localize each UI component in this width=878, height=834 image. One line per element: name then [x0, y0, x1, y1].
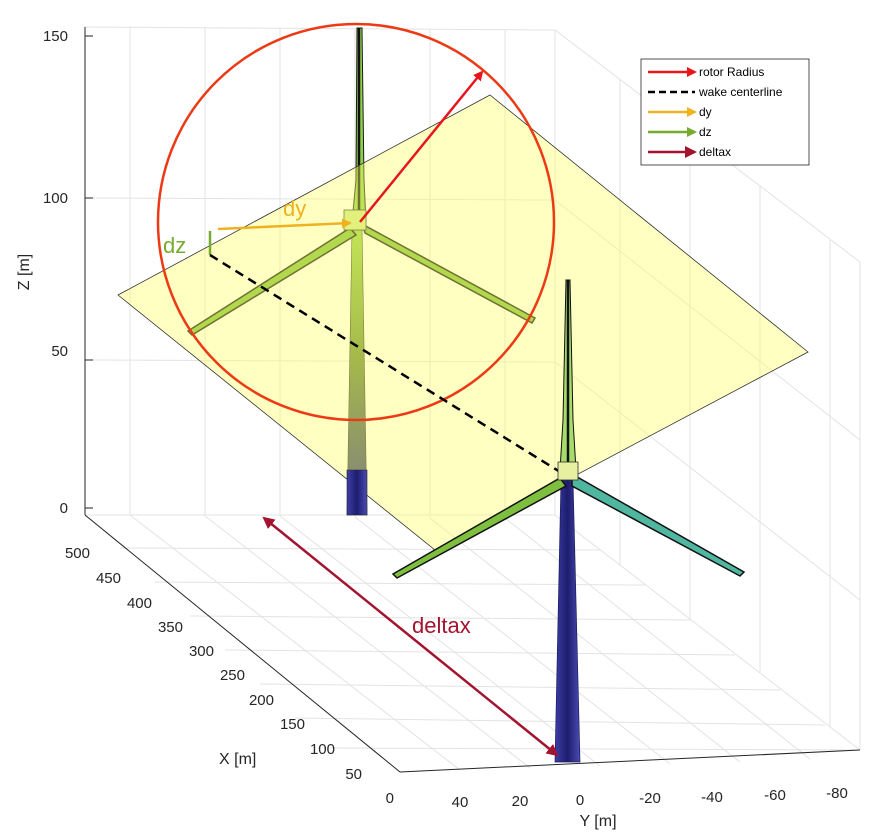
legend-entry-dz: dz: [648, 125, 712, 139]
x-axis-label: X [m]: [219, 751, 256, 768]
z-tick-label: 100: [43, 190, 68, 207]
downstream-blade-right: [571, 472, 746, 577]
rotor-radius-arrow: [359, 70, 484, 223]
z-axis-ticks: 150 100 50 0: [43, 28, 93, 517]
x-tick-label: 450: [96, 570, 121, 587]
z-tick-label: 0: [60, 500, 68, 517]
x-tick-label: 400: [127, 595, 152, 612]
x-tick-label: 350: [158, 619, 183, 636]
x-tick-label: 200: [249, 692, 274, 709]
x-tick-label: 0: [386, 790, 394, 807]
legend-label: rotor Radius: [699, 65, 764, 79]
deltax-arrow: [262, 516, 559, 757]
legend-entry-wake-centerline: wake centerline: [648, 85, 783, 99]
x-tick-label: 50: [345, 766, 362, 783]
dz-label: dz: [163, 233, 186, 258]
wake-plane: [117, 94, 809, 551]
wake-centerline: [209, 253, 566, 477]
legend-entry-rotor-radius: rotor Radius: [648, 65, 764, 79]
x-tick-label: 250: [220, 667, 245, 684]
dy-arrow: [217, 218, 352, 231]
x-tick-label: 150: [280, 716, 305, 733]
legend-label: wake centerline: [698, 85, 783, 99]
y-tick-label: 0: [576, 792, 584, 809]
y-tick-label: -60: [764, 787, 786, 804]
y-tick-label: 20: [512, 793, 529, 810]
legend-entry-deltax: deltax: [648, 145, 731, 159]
downstream-tower: [554, 479, 581, 763]
upstream-turbine: [186, 27, 537, 516]
upstream-tower-base: [346, 469, 368, 516]
x-tick-label: 500: [65, 545, 90, 562]
rotor-circle: [156, 22, 556, 422]
y-tick-label: -20: [639, 790, 661, 807]
legend-label: dy: [699, 105, 712, 119]
dy-label: dy: [283, 196, 306, 221]
z-tick-label: 50: [51, 343, 68, 360]
y-tick-label: 40: [452, 794, 469, 811]
x-tick-label: 300: [189, 643, 214, 660]
z-axis-label: Z [m]: [16, 254, 33, 290]
x-tick-label: 100: [310, 741, 335, 758]
upstream-blade-left: [186, 227, 358, 336]
y-tick-label: -80: [826, 785, 848, 802]
legend-label: deltax: [699, 145, 731, 159]
y-axis-label: Y [m]: [579, 813, 616, 830]
legend: rotor Radius wake centerline dy dz delta…: [640, 58, 810, 166]
y-axis-ticks: 40 20 0 -20 -40 -60 -80 Y [m]: [452, 785, 848, 830]
grid-back-wall: [84, 26, 861, 751]
legend-entry-dy: dy: [648, 105, 712, 119]
legend-label: dz: [699, 125, 712, 139]
downstream-nacelle: [557, 461, 579, 481]
y-tick-label: -40: [701, 789, 723, 806]
z-tick-label: 150: [43, 28, 68, 45]
deltax-label: deltax: [412, 613, 471, 638]
